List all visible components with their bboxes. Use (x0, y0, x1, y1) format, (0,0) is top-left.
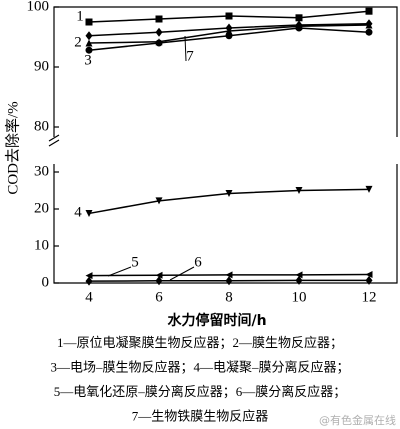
marker (295, 22, 303, 30)
marker (85, 272, 93, 280)
marker (225, 27, 233, 35)
x-axis-title: 水力停留时间/h (167, 312, 266, 329)
caption-line: 5—电氧化还原–膜分离反应器；6—膜分离反应器； (54, 384, 347, 400)
leader-line (169, 266, 195, 281)
x-tick-label: 4 (85, 289, 93, 305)
marker (225, 12, 233, 20)
marker (365, 275, 373, 285)
caption-line: 7—生物铁膜生物反应器 (132, 408, 269, 423)
y-tick-label: 0 (42, 274, 50, 290)
marker (155, 276, 163, 286)
marker (365, 270, 373, 278)
marker (365, 21, 373, 29)
marker (295, 275, 303, 285)
marker (85, 31, 93, 41)
series-label: 7 (186, 48, 194, 64)
y-axis-title: COD去除率/% (4, 101, 21, 194)
series-label: 6 (194, 254, 202, 270)
x-tick-label: 10 (292, 289, 307, 305)
series-label: 2 (74, 34, 82, 50)
leader-line (184, 35, 187, 62)
marker (155, 197, 163, 205)
marker (225, 271, 233, 279)
marker (365, 7, 373, 15)
series-label: 3 (84, 52, 92, 68)
marker (155, 15, 163, 23)
x-tick-label: 6 (155, 289, 163, 305)
marker (225, 189, 233, 197)
leader-line (107, 266, 132, 277)
marker (295, 187, 303, 194)
marker (85, 46, 93, 54)
y-tick-label: 20 (34, 200, 49, 216)
marker (295, 14, 303, 22)
axis-frame (53, 6, 398, 284)
y-tick-label: 90 (34, 58, 49, 74)
x-tick-label: 8 (225, 289, 233, 305)
marker (365, 185, 373, 193)
caption-line: 1—原位电凝聚膜生物反应器；2—膜生物反应器； (57, 335, 343, 351)
axis-break (48, 134, 60, 147)
y-tick-label: 100 (27, 0, 50, 14)
marker (295, 271, 303, 279)
marker (155, 38, 163, 46)
marker (155, 27, 163, 37)
marker (85, 276, 93, 286)
watermark: @有色金属在线 (319, 413, 396, 427)
series-label: 1 (76, 8, 84, 24)
series-label: 5 (131, 254, 139, 270)
series-label: 4 (74, 204, 82, 220)
x-tick-label: 12 (362, 289, 377, 305)
marker (85, 209, 93, 217)
marker (365, 28, 373, 36)
marker (155, 271, 163, 279)
y-tick-label: 10 (34, 237, 49, 253)
marker (225, 276, 233, 286)
marker (85, 18, 93, 26)
y-tick-label: 30 (34, 163, 49, 179)
marker (85, 39, 93, 47)
caption-line: 3—电场–膜生物反应器；4—电凝聚–膜分离反应器； (50, 359, 349, 375)
y-tick-label: 80 (34, 118, 49, 134)
